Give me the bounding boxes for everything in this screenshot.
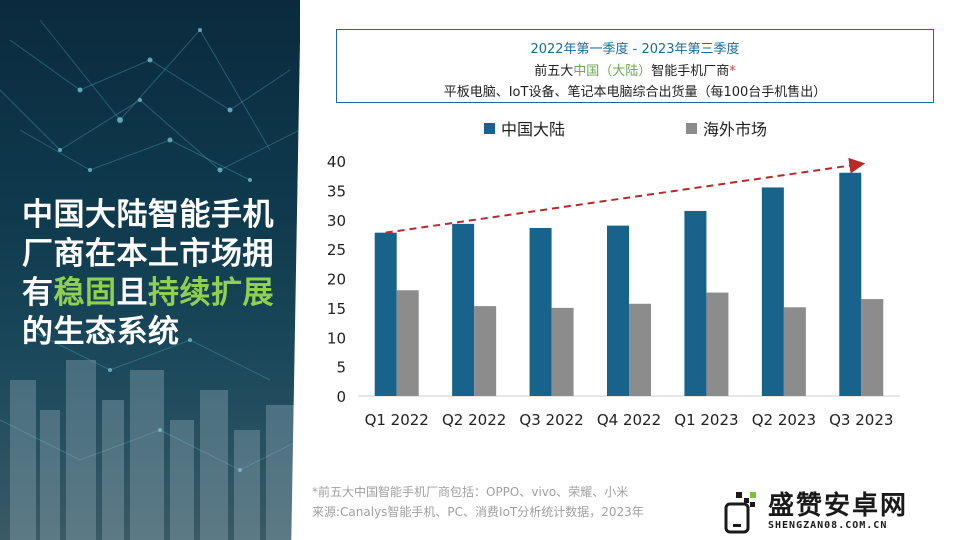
headline: 中国大陆智能手机 厂商在本土市场拥 有稳固且持续扩展 的生态系统	[22, 196, 292, 352]
x-tick-label: Q3 2023	[829, 411, 893, 429]
footnote-source: 来源:Canalys智能手机、PC、消费IoT分析统计数据，2023年	[312, 505, 644, 519]
chart-title-box: 2022年第一季度 - 2023年第三季度 前五大中国（大陆）智能手机厂商* 平…	[336, 29, 934, 103]
bar-overseas	[861, 299, 884, 396]
bar-domestic	[839, 172, 862, 396]
x-tick-label: Q2 2022	[442, 411, 506, 429]
legend-label-overseas: 海外市场	[703, 120, 768, 139]
bar-domestic	[684, 210, 707, 396]
x-tick-label: Q1 2022	[365, 411, 429, 429]
subtitle-part-a: 前五大	[534, 64, 574, 79]
x-tick-label: Q3 2022	[519, 411, 583, 429]
watermark: 盛赞安卓网 SHENGZAN08.COM.CN	[714, 482, 960, 540]
legend-item-domestic: 中国大陆	[484, 116, 565, 140]
trend-arrow	[385, 157, 866, 234]
bar-overseas	[396, 290, 419, 396]
y-tick-label: 30	[327, 212, 346, 230]
bar-domestic	[452, 223, 475, 396]
headline-line-2: 厂商在本土市场拥	[22, 236, 274, 272]
phone-logo-icon	[724, 492, 756, 534]
watermark-title: 盛赞安卓网	[768, 491, 909, 521]
legend-swatch-domestic	[484, 122, 495, 134]
x-tick-label: Q1 2023	[674, 411, 738, 429]
legend-label-domestic: 中国大陆	[501, 120, 566, 139]
bar-overseas	[706, 292, 729, 396]
y-tick-label: 35	[327, 182, 346, 200]
y-tick-label: 5	[336, 359, 346, 377]
y-tick-label: 15	[327, 300, 346, 318]
y-tick-label: 20	[327, 271, 346, 289]
headline-line-4: 的生态系统	[22, 314, 180, 350]
bar-domestic	[761, 187, 784, 396]
chart-subtitle: 前五大中国（大陆）智能手机厂商*	[337, 60, 933, 79]
x-tick-label: Q4 2022	[597, 411, 661, 429]
y-tick-label: 25	[327, 241, 346, 259]
left-banner: 中国大陆智能手机 厂商在本土市场拥 有稳固且持续扩展 的生态系统	[0, 0, 300, 540]
headline-line-1: 中国大陆智能手机	[22, 197, 274, 233]
bar-overseas	[629, 303, 651, 396]
chart-period: 2022年第一季度 - 2023年第三季度	[530, 42, 740, 57]
y-tick-label: 10	[327, 329, 346, 347]
headline-highlight-expanding: 持续扩展	[148, 275, 274, 311]
bar-overseas	[474, 306, 497, 396]
subtitle-china: 中国（大陆）	[573, 64, 652, 79]
footnote-companies: *前五大中国智能手机厂商包括：OPPO、vivo、荣耀、小米	[312, 485, 629, 499]
y-tick-label: 40	[327, 153, 346, 171]
headline-line-3: 有稳固且持续扩展	[22, 274, 292, 313]
watermark-url: SHENGZAN08.COM.CN	[768, 520, 888, 531]
bar-overseas	[783, 307, 806, 396]
x-tick-label: Q2 2023	[752, 411, 816, 429]
bar-domestic	[374, 232, 397, 396]
y-tick-label: 0	[336, 388, 346, 406]
network-background-graphic	[0, 19, 300, 540]
headline-line-3c: 且	[116, 275, 148, 311]
footnote: *前五大中国智能手机厂商包括：OPPO、vivo、荣耀、小米 来源:Canaly…	[312, 482, 712, 522]
legend-swatch-overseas	[686, 122, 697, 134]
subtitle-star: *	[729, 64, 736, 79]
subtitle-part-c: 智能手机厂商	[651, 64, 730, 79]
legend-item-overseas: 海外市场	[686, 116, 767, 140]
chart-metric: 平板电脑、IoT设备、笔记本电脑综合出货量（每100台手机售出）	[443, 85, 827, 100]
bar-domestic	[607, 225, 629, 396]
headline-line-3a: 有	[22, 275, 54, 311]
bar-domestic	[529, 227, 552, 396]
bar-overseas	[551, 307, 574, 396]
headline-highlight-stable: 稳固	[53, 275, 117, 311]
